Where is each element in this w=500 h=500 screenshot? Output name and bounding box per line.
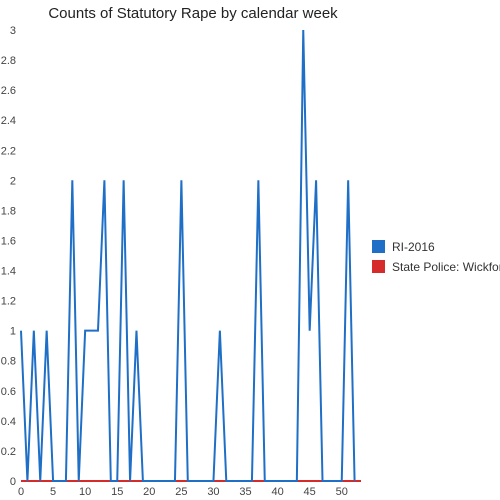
x-tick-label: 35 <box>239 486 251 498</box>
x-axis-labels: 0 5 10 15 20 25 30 35 40 45 50 <box>18 486 348 498</box>
series-group <box>20 29 361 482</box>
legend-label: RI-2016 <box>392 240 435 254</box>
x-tick-label: 5 <box>50 486 56 498</box>
y-tick-label: 0 <box>10 476 16 488</box>
x-tick-label: 30 <box>207 486 219 498</box>
y-tick-label: 2.4 <box>1 115 16 127</box>
y-tick-label: 1.4 <box>1 266 16 278</box>
x-tick-label: 25 <box>175 486 187 498</box>
x-tick-label: 20 <box>143 486 155 498</box>
x-tick-label: 10 <box>79 486 91 498</box>
y-tick-label: 1.2 <box>1 296 16 308</box>
legend: RI-2016 State Police: Wickford <box>372 240 500 274</box>
y-tick-label: 1.8 <box>1 205 16 217</box>
y-tick-label: 2 <box>10 175 16 187</box>
legend-swatch <box>372 240 385 253</box>
y-tick-label: 1 <box>10 326 16 338</box>
y-tick-label: 2.2 <box>1 145 16 157</box>
y-tick-label: 0.6 <box>1 386 16 398</box>
chart-title: Counts of Statutory Rape by calendar wee… <box>48 5 338 22</box>
x-tick-label: 45 <box>304 486 316 498</box>
x-tick-label: 0 <box>18 486 24 498</box>
x-tick-label: 50 <box>336 486 348 498</box>
y-tick-label: 0.8 <box>1 356 16 368</box>
y-tick-label: 1.6 <box>1 235 16 247</box>
y-axis-labels: 0 0.2 0.4 0.6 0.8 1 1.2 1.4 1.6 1.8 2 2.2 2.4 2.6 2.8 3 <box>1 25 16 488</box>
y-tick-label: 0.4 <box>1 416 16 428</box>
y-tick-label: 2.8 <box>1 55 16 67</box>
series-line-0 <box>20 29 356 482</box>
y-tick-label: 0.2 <box>1 446 16 458</box>
y-tick-label: 3 <box>10 25 16 37</box>
legend-label: State Police: Wickford <box>392 260 500 274</box>
y-tick-label: 2.6 <box>1 85 16 97</box>
x-tick-label: 40 <box>271 486 283 498</box>
legend-swatch <box>372 260 385 273</box>
x-tick-label: 15 <box>111 486 123 498</box>
